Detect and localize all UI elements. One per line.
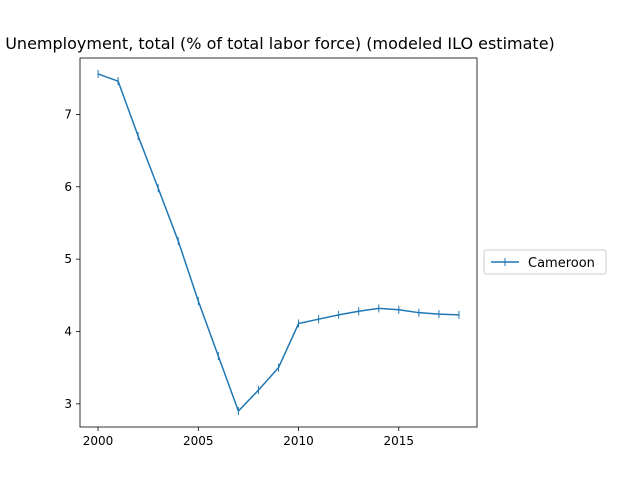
x-tick-label: 2010 bbox=[283, 434, 314, 448]
y-tick-label: 6 bbox=[64, 180, 72, 194]
x-tick-label: 2005 bbox=[183, 434, 214, 448]
x-tick-label: 2000 bbox=[83, 434, 114, 448]
legend-frame bbox=[483, 249, 607, 275]
y-tick-label: 4 bbox=[64, 324, 72, 338]
y-tick-label: 3 bbox=[64, 397, 72, 411]
y-tick-label: 5 bbox=[64, 252, 72, 266]
legend-label-cameroon: Cameroon bbox=[528, 256, 595, 271]
plot-area: 2000 2005 2010 2015 3 4 5 6 7 bbox=[64, 57, 478, 448]
axes-frame bbox=[79, 57, 478, 428]
chart-title: Unemployment, total (% of total labor fo… bbox=[5, 34, 555, 53]
x-tick-label: 2015 bbox=[384, 434, 415, 448]
series-line-cameroon bbox=[97, 73, 459, 412]
y-tick-label: 7 bbox=[64, 107, 72, 121]
legend: Cameroon bbox=[483, 249, 607, 275]
